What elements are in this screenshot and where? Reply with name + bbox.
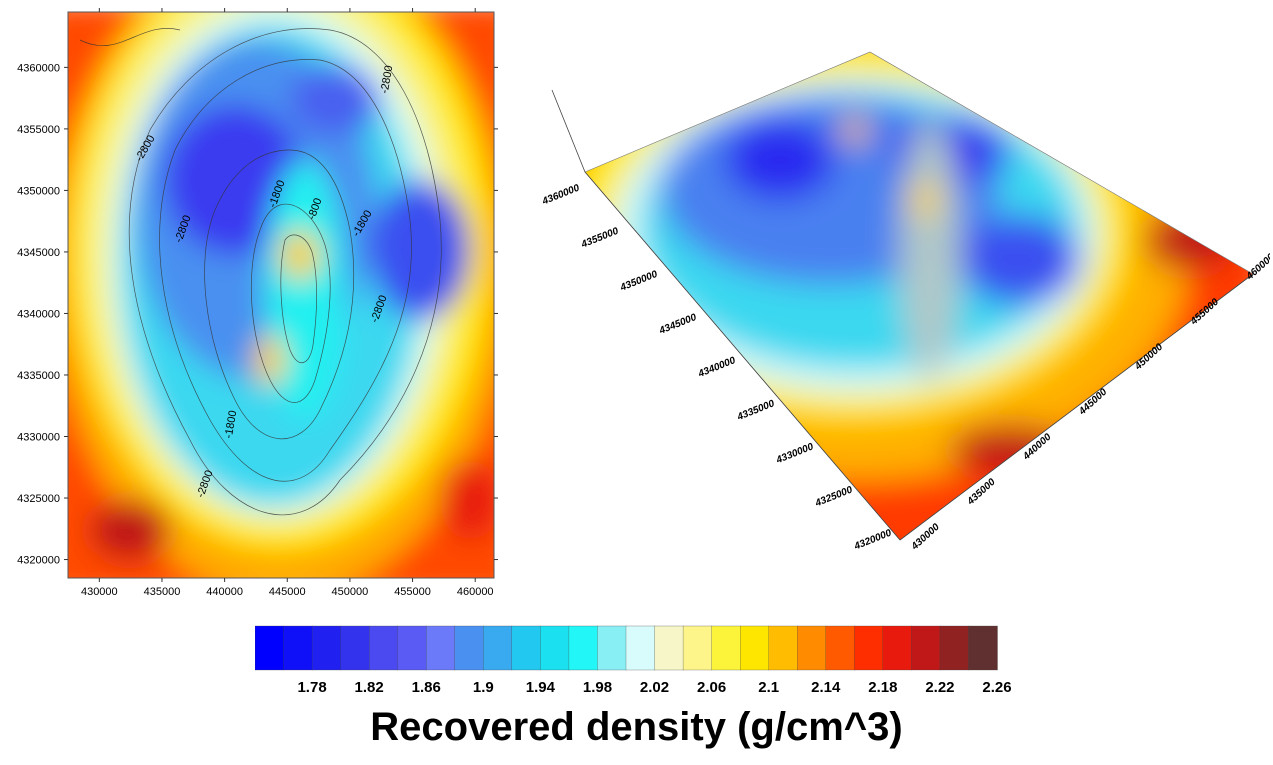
y-tick-label: 4325000 (17, 493, 60, 505)
colorbar-swatch (340, 625, 370, 671)
y-tick-label-3d: 4320000 (852, 527, 894, 552)
colorbar-swatch (369, 625, 399, 671)
colorbar-tick-label: 2.1 (758, 679, 779, 696)
colorbar-tick-label: 1.82 (355, 679, 384, 696)
y-tick-label-3d: 4330000 (774, 441, 816, 466)
colorbar-tick-label: 2.02 (640, 679, 669, 696)
colorbar-swatch (568, 625, 599, 671)
map-3d-surface: 4320000 4325000 4330000 4335000 4340000 43450… (540, 51, 1270, 553)
y-tick-label-3d: 4350000 (618, 269, 660, 294)
contour-label: -2800 (379, 65, 396, 95)
colorbar-tick-label: 1.9 (473, 679, 494, 696)
y-tick-label-3d: 4325000 (813, 484, 855, 509)
colorbar-swatch (283, 625, 313, 671)
colorbar-swatch (511, 625, 542, 671)
colorbar-swatch (797, 625, 827, 671)
colorbar-swatch (311, 625, 342, 671)
colorbar-tick-label: 1.86 (412, 679, 441, 696)
x-tick-label: 430000 (81, 586, 118, 598)
x-tick-label: 435000 (144, 586, 181, 598)
axis-ticks-2d: 430000 435000 440000 445000 450000 455000 4600… (17, 8, 498, 598)
y-tick-label-3d: 4345000 (657, 312, 699, 337)
y-tick-label: 4335000 (17, 370, 60, 382)
x-tick-label: 455000 (394, 586, 431, 598)
colorbar-title: Recovered density (g/cm^3) (370, 705, 903, 749)
x-tick-label: 445000 (269, 586, 306, 598)
y-tick-label: 4320000 (17, 555, 60, 567)
y-tick-label-3d: 4355000 (579, 226, 621, 251)
colorbar-swatch (854, 625, 884, 671)
colorbar-tick-label: 2.22 (925, 679, 954, 696)
x-tick-label: 450000 (332, 586, 369, 598)
colorbar-swatch (426, 625, 456, 671)
y-tick-label: 4330000 (17, 432, 60, 444)
colorbar: 1.78 1.82 1.86 1.9 1.94 1.98 2.02 2.06 2.1 2.14 2.… (255, 625, 1012, 696)
colorbar-tick-label: 2.06 (697, 679, 726, 696)
colorbar-swatch (625, 625, 656, 671)
y-tick-label: 4345000 (17, 247, 60, 259)
colorbar-swatch (911, 625, 941, 671)
y-tick-label: 4355000 (17, 124, 60, 136)
map-2d-contour: 430000 435000 440000 445000 450000 455000 4600… (17, 8, 498, 598)
colorbar-tick-label: 2.14 (811, 679, 841, 696)
y-tick-label-3d: 4335000 (735, 398, 777, 423)
colorbar-swatch (540, 625, 570, 671)
colorbar-swatch (597, 625, 627, 671)
y-tick-label: 4360000 (17, 62, 60, 74)
y-tick-label: 4340000 (17, 308, 60, 320)
colorbar-tick-label: 1.94 (526, 679, 556, 696)
y-tick-label: 4350000 (17, 185, 60, 197)
colorbar-swatch (397, 625, 427, 671)
colorbar-swatch (882, 625, 913, 671)
colorbar-swatch (654, 625, 684, 671)
contour-label: -1800 (223, 410, 240, 440)
colorbar-swatch (768, 625, 798, 671)
y-tick-label-3d: 4360000 (540, 182, 582, 207)
colorbar-swatch (255, 625, 285, 671)
colorbar-swatch (454, 625, 484, 671)
colorbar-swatch (825, 625, 855, 671)
x-tick-label-3d: 460000 (1244, 251, 1270, 282)
colorbar-tick-label: 2.26 (982, 679, 1011, 696)
y-tick-label-3d: 4340000 (696, 355, 738, 380)
colorbar-tick-label: 1.98 (583, 679, 612, 696)
colorbar-tick-label: 1.78 (297, 679, 326, 696)
colorbar-swatch (968, 625, 998, 671)
colorbar-tick-label: 2.18 (868, 679, 897, 696)
colorbar-swatch (740, 625, 770, 671)
x-tick-label: 440000 (206, 586, 243, 598)
colorbar-swatch (711, 625, 741, 671)
colorbar-swatch (483, 625, 513, 671)
colorbar-swatch (682, 625, 713, 671)
colorbar-swatch (939, 625, 970, 671)
x-tick-label: 460000 (457, 586, 494, 598)
